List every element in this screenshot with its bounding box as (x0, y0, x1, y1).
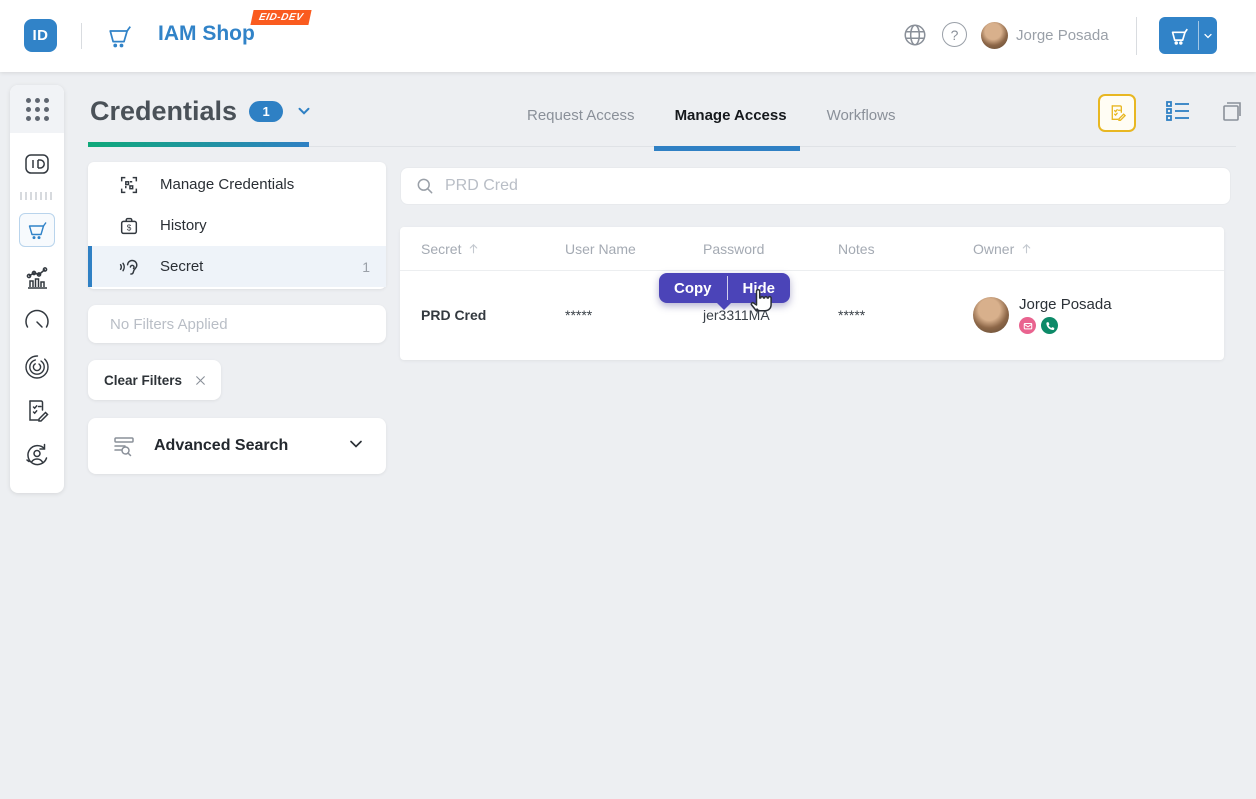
button-divider (1198, 21, 1199, 50)
title-count-badge: 1 (249, 101, 284, 122)
menu-item-secret[interactable]: Secret 1 (88, 246, 386, 287)
close-icon[interactable] (194, 374, 207, 387)
credentials-table: Secret User Name Password Notes Owner PR… (400, 227, 1224, 360)
mail-badge-icon[interactable] (1019, 317, 1036, 334)
cell-owner: Jorge Posada (973, 296, 1224, 334)
filters-summary: No Filters Applied (88, 305, 386, 343)
analytics-chart-icon[interactable] (22, 262, 52, 292)
app-header: ID IAM Shop EID-DEV ? Jorge Posada (0, 0, 1256, 72)
credentials-menu: Manage Credentials $ History Secret 1 (88, 162, 386, 289)
active-tab-underline (654, 146, 800, 151)
rail-shop-icon-active[interactable] (19, 213, 55, 247)
fingerprint-icon[interactable] (22, 352, 52, 382)
user-avatar[interactable] (981, 22, 1008, 49)
page-title: Credentials (90, 96, 238, 126)
copy-button[interactable]: Copy (674, 279, 712, 297)
search-icon (417, 178, 433, 194)
title-chevron-down-icon[interactable] (295, 102, 313, 125)
globe-icon[interactable] (902, 22, 928, 53)
list-view-icon[interactable] (1164, 98, 1192, 129)
hide-button[interactable]: Hide (742, 279, 776, 297)
table-row[interactable]: PRD Cred ***** jer3311MA ***** Jorge Pos… (400, 271, 1224, 359)
tab-workflows[interactable]: Workflows (826, 107, 896, 124)
rail-separator (20, 192, 54, 200)
clear-filters-chip[interactable]: Clear Filters (88, 360, 222, 400)
scan-grid-icon (118, 174, 140, 196)
search-input[interactable] (445, 177, 1230, 195)
user-restore-icon[interactable] (22, 440, 52, 470)
header-divider (1136, 17, 1137, 55)
header-divider (81, 23, 82, 49)
history-case-icon: $ (118, 215, 140, 237)
menu-item-label: Secret (160, 258, 204, 275)
filters-placeholder: No Filters Applied (110, 315, 228, 333)
sort-asc-icon[interactable] (467, 242, 480, 255)
phone-badge-icon[interactable] (1041, 317, 1058, 334)
chevron-down-icon[interactable] (346, 434, 366, 459)
advanced-search-label: Advanced Search (154, 437, 289, 454)
password-tooltip: Copy Hide (659, 273, 791, 310)
left-icon-rail (10, 85, 64, 493)
draft-request-button[interactable] (1098, 94, 1136, 132)
identity-id-icon[interactable] (21, 148, 53, 180)
app-body: Credentials 1 Request Access Manage Acce… (0, 72, 1256, 799)
apps-grid-icon[interactable] (10, 85, 64, 133)
column-header-secret[interactable]: Secret (421, 241, 565, 257)
tooltip-divider (726, 276, 728, 300)
cart-dropdown-chevron-icon[interactable] (1199, 30, 1217, 42)
clear-filters-label: Clear Filters (104, 372, 183, 388)
title-gradient-bar (88, 142, 309, 147)
cell-secret: PRD Cred (421, 307, 487, 323)
table-header-row: Secret User Name Password Notes Owner (400, 227, 1224, 271)
column-header-notes[interactable]: Notes (838, 240, 875, 257)
listen-icon (118, 256, 140, 278)
cart-icon[interactable] (1159, 25, 1198, 47)
owner-avatar (973, 297, 1009, 333)
tab-request-access[interactable]: Request Access (527, 107, 635, 124)
cell-notes: ***** (838, 307, 866, 323)
sort-asc-icon[interactable] (1020, 242, 1033, 255)
app-logo[interactable]: ID (24, 19, 57, 52)
advanced-search-toggle[interactable]: Advanced Search (88, 418, 386, 474)
card-view-icon[interactable] (1220, 98, 1246, 129)
owner-name: Jorge Posada (1019, 296, 1112, 313)
tab-manage-access[interactable]: Manage Access (674, 107, 787, 124)
menu-item-label: Manage Credentials (160, 176, 295, 193)
column-header-owner[interactable]: Owner (973, 241, 1224, 257)
menu-item-label: History (160, 217, 207, 234)
cell-user-name: ***** (565, 307, 593, 323)
gauge-icon[interactable] (22, 307, 52, 337)
cart-button[interactable] (1159, 17, 1217, 54)
svg-text:$: $ (127, 223, 132, 232)
document-edit-icon[interactable] (23, 397, 51, 425)
app-title: IAM Shop (158, 22, 255, 45)
column-header-user-name[interactable]: User Name (565, 240, 636, 257)
shop-cart-icon (104, 21, 134, 56)
tab-bar: Request Access Manage Access Workflows (527, 107, 895, 124)
advanced-search-icon (112, 434, 136, 458)
column-header-password[interactable]: Password (703, 240, 765, 257)
help-icon[interactable]: ? (942, 22, 967, 47)
nine-dots-icon (25, 97, 49, 121)
menu-item-history[interactable]: $ History (88, 205, 386, 246)
menu-item-manage-credentials[interactable]: Manage Credentials (88, 164, 386, 205)
menu-item-count: 1 (362, 258, 370, 275)
environment-badge: EID-DEV (250, 10, 312, 25)
user-name[interactable]: Jorge Posada (1016, 27, 1109, 44)
search-bar (400, 167, 1231, 205)
